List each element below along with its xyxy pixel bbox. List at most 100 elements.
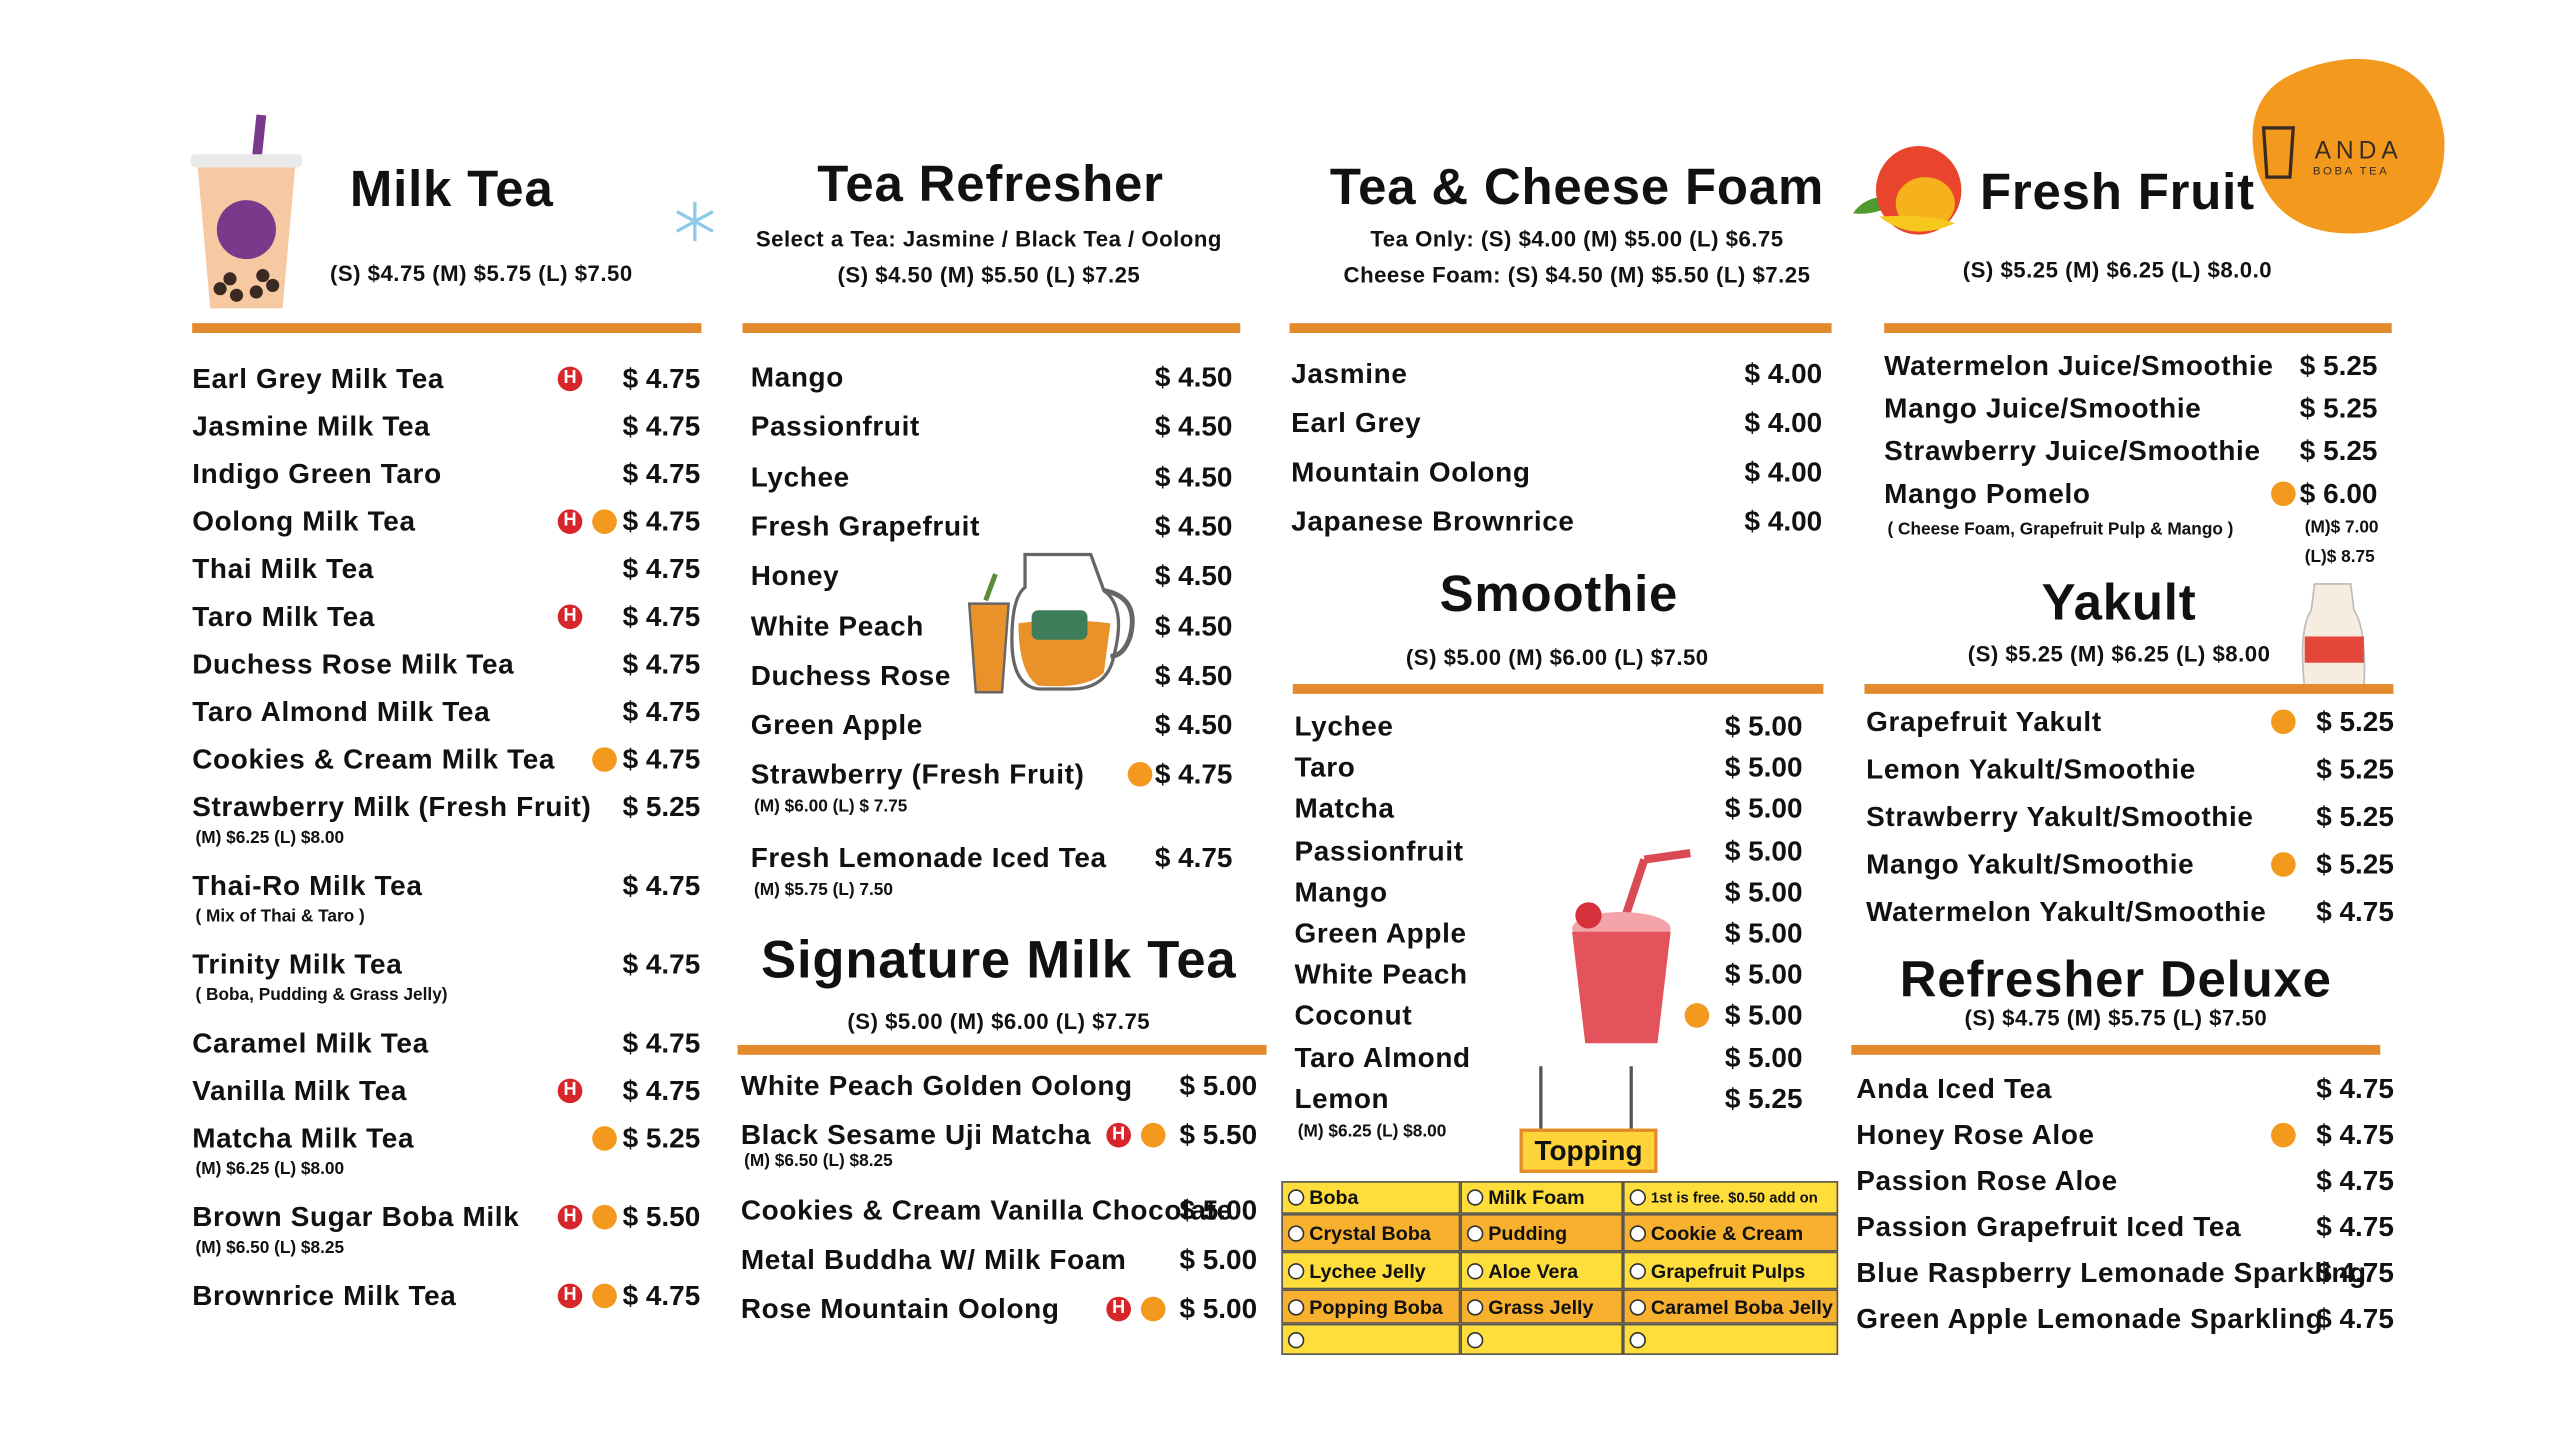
item-price: $ 4.75 <box>622 1280 701 1312</box>
item-price: $ 4.75 <box>622 1075 701 1107</box>
item-name: White Peach <box>1294 959 1468 991</box>
item-name: Anda Iced Tea <box>1856 1073 2053 1105</box>
milk-tea-cup-illustration <box>190 114 303 309</box>
section-divider <box>1864 684 2394 694</box>
topping-name: Caramel Boba Jelly <box>1650 1295 1833 1319</box>
item-name: Taro Almond Milk Tea <box>192 696 491 728</box>
item-price: $ 4.75 <box>622 363 701 395</box>
item-name: Watermelon Juice/Smoothie <box>1884 350 2274 382</box>
section-divider <box>192 323 702 334</box>
hot-badge: H <box>557 509 583 534</box>
section-divider <box>737 1044 1267 1055</box>
item-name: Mango <box>1294 876 1388 908</box>
item-price: $ 4.75 <box>622 696 701 728</box>
item-note: ( Mix of Thai & Taro ) <box>195 906 365 927</box>
item-name: Green Apple <box>750 709 923 741</box>
section-divider <box>1289 323 1832 334</box>
topping-cell: Pudding <box>1460 1213 1623 1252</box>
popular-icon <box>1140 1122 1166 1148</box>
item-name: Mango Pomelo <box>1884 478 2091 510</box>
topping-radio <box>1287 1331 1305 1348</box>
hot-badge: H <box>557 1078 583 1104</box>
item-price: $ 4.50 <box>1154 709 1233 741</box>
item-name: Cookies & Cream Milk Tea <box>192 743 556 776</box>
topping-cell: Boba <box>1281 1181 1461 1214</box>
topping-name: 1st is free. $0.50 add on <box>1650 1188 1818 1205</box>
item-price: $ 5.25 <box>2316 706 2394 738</box>
topping-radio <box>1629 1224 1646 1241</box>
item-name: Blue Raspberry Lemonade Sparkling <box>1856 1257 2367 1289</box>
hot-badge: H <box>557 366 583 392</box>
item-name: Lychee <box>750 461 850 493</box>
item-note: ( Boba, Pudding & Grass Jelly) <box>195 985 448 1006</box>
section-divider <box>742 323 1241 334</box>
item-price: $ 5.00 <box>1724 959 1803 991</box>
item-name: Earl Grey Milk Tea <box>192 363 445 395</box>
topping-cell <box>1460 1323 1623 1355</box>
item-name: Honey Rose Aloe <box>1856 1119 2095 1151</box>
item-price: $ 5.25 <box>1724 1083 1803 1115</box>
popular-icon <box>2271 852 2296 877</box>
item-price: $ 5.25 <box>2316 848 2394 881</box>
item-price: $ 5.25 <box>2299 435 2378 467</box>
item-price: $ 4.75 <box>2316 1303 2394 1335</box>
item-price: $ 5.00 <box>1179 1195 1258 1227</box>
item-name: Oolong Milk Tea <box>192 506 416 538</box>
topping-radio <box>1287 1224 1305 1241</box>
item-name: Watermelon Yakult/Smoothie <box>1866 896 2267 928</box>
section-title: Smoothie <box>1439 565 1679 623</box>
topping-radio <box>1629 1262 1646 1279</box>
item-name: Lemon Yakult/Smoothie <box>1866 753 2196 785</box>
item-price: $ 5.00 <box>1179 1244 1258 1276</box>
item-price: $ 5.00 <box>1724 711 1803 743</box>
popular-icon <box>2271 481 2296 507</box>
section-subtitle: (S) $5.25 (M) $6.25 (L) $8.0.0 <box>1962 257 2273 283</box>
popular-icon <box>592 1126 617 1151</box>
topping-cell <box>1622 1323 1839 1355</box>
item-name: Matcha Milk Tea <box>192 1122 415 1155</box>
item-name: Green Apple Lemonade Sparkling <box>1856 1303 2324 1335</box>
item-price: $ 5.25 <box>2316 801 2394 833</box>
item-name: Passionfruit <box>750 411 920 443</box>
popular-icon <box>592 1283 617 1309</box>
item-name: Passionfruit <box>1294 835 1464 867</box>
topping-radio <box>1466 1224 1484 1241</box>
item-price: $ 5.00 <box>1724 917 1803 949</box>
topping-name: Boba <box>1309 1186 1359 1209</box>
item-note: (M) $6.25 (L) $8.00 <box>1297 1121 1447 1141</box>
topping-name: Grapefruit Pulps <box>1650 1259 1806 1282</box>
item-name: Coconut <box>1294 1000 1413 1032</box>
mango-illustration <box>1852 145 1962 235</box>
topping-radio <box>1466 1262 1484 1279</box>
topping-radio <box>1466 1298 1484 1315</box>
item-price: $ 5.00 <box>1724 876 1803 908</box>
item-name: Grapefruit Yakult <box>1866 706 2102 738</box>
item-name: Black Sesame Uji Matcha <box>740 1119 1092 1151</box>
topping-title: Topping <box>1519 1128 1658 1173</box>
logo-tagline: BOBA TEA <box>2312 166 2390 178</box>
hot-badge: H <box>557 604 583 630</box>
item-price: $ 4.75 <box>1154 759 1233 791</box>
item-name: Fresh Grapefruit <box>750 510 981 542</box>
item-name: Matcha <box>1294 793 1395 825</box>
section-title: Refresher Deluxe <box>1899 950 2332 1009</box>
item-price: $ 4.75 <box>2316 1119 2394 1151</box>
item-name: Lemon <box>1294 1083 1390 1115</box>
item-price: $ 4.75 <box>2316 1165 2394 1197</box>
size-price: (M)$ 7.00 <box>2304 517 2379 538</box>
topping-name: Pudding <box>1488 1221 1568 1245</box>
popular-icon <box>1140 1296 1166 1322</box>
item-price: $ 4.75 <box>622 458 701 490</box>
section-subtitle: (S) $5.25 (M) $6.25 (L) $8.00 <box>1967 641 2271 667</box>
item-price: $ 4.75 <box>2316 1211 2394 1243</box>
item-price: $ 4.00 <box>1744 407 1823 439</box>
section-subtitle: Cheese Foam: (S) $4.50 (M) $5.50 (L) $7.… <box>1343 262 1811 288</box>
topping-cell: Caramel Boba Jelly <box>1622 1289 1839 1324</box>
item-price: $ 4.75 <box>622 870 701 902</box>
item-price: $ 5.00 <box>1724 1000 1803 1032</box>
section-title: Fresh Fruit <box>1979 163 2255 221</box>
popular-icon <box>1127 762 1153 788</box>
topping-radio <box>1629 1331 1646 1348</box>
item-name: Thai-Ro Milk Tea <box>192 870 423 902</box>
item-name: Strawberry Milk (Fresh Fruit) <box>192 791 592 823</box>
